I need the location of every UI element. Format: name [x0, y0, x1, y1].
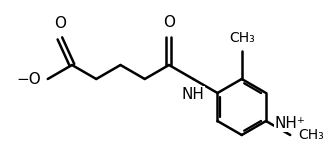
Text: CH₃: CH₃ [298, 128, 324, 142]
Text: O: O [163, 15, 175, 30]
Text: −O: −O [16, 71, 41, 86]
Text: NH⁺: NH⁺ [275, 117, 306, 132]
Text: NH: NH [182, 87, 205, 102]
Text: O: O [54, 16, 66, 31]
Text: CH₃: CH₃ [229, 31, 255, 45]
